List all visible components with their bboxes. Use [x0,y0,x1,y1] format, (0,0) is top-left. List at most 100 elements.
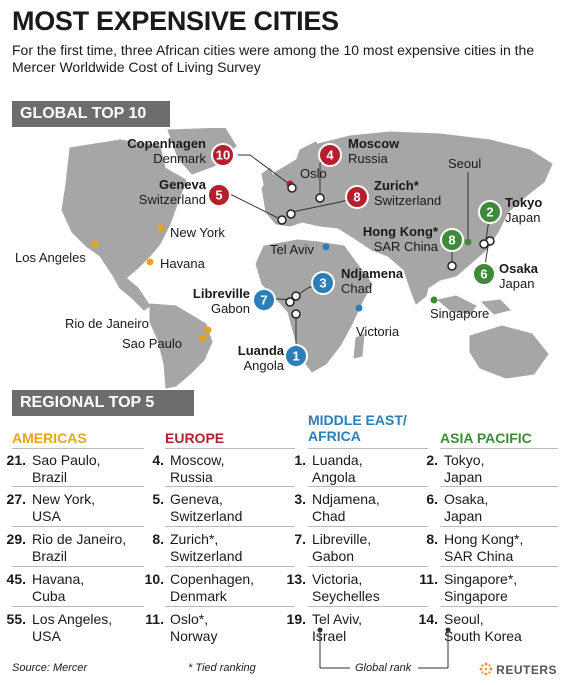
label-seoul: Seoul [448,156,482,171]
divider [308,526,428,527]
ranked-city-markers [277,183,495,319]
reuters-logo: REUTERS [479,662,557,677]
badge-copenhagen: 10 [211,143,235,167]
singapore-dot [430,296,438,304]
column-title: AMERICAS [12,430,87,446]
label-geneva: Geneva Switzerland [138,177,206,207]
svg-text:8: 8 [448,233,455,248]
divider [308,448,428,449]
badge-libreville: 7 [252,288,276,312]
sao-paulo-dot [199,334,207,342]
luanda-marker [291,309,301,319]
new-york-dot [157,224,165,232]
list-item: 13. Victoria, Seychelles [286,571,380,604]
global-rank-label: Global rank [355,662,412,674]
label-sao-paulo: Sao Paulo [122,336,182,351]
list-item: 45. Havana, Cuba [6,571,85,604]
column-title: MIDDLE EAST/AFRICA [308,412,407,444]
list-item: 3. Ndjamena, Chad [294,491,380,524]
label-tokyo: Tokyo Japan [505,195,543,225]
svg-text:2: 2 [486,205,493,220]
list-item: 11. Singapore*, Singapore [419,571,518,604]
list-item: 19. Tel Aviv, Israel [286,611,363,644]
zurich-marker [286,209,296,219]
rank-badges: 10 5 4 8 2 8 6 3 7 1 [207,143,502,368]
divider [165,606,295,607]
svg-text:5: 5 [215,188,222,203]
divider [12,448,144,449]
svg-text:4: 4 [326,148,334,163]
svg-text:7: 7 [260,293,267,308]
moscow-marker [315,193,325,203]
label-libreville: Libreville Gabon [192,286,250,316]
list-item: 7. Libreville, Gabon [294,531,372,564]
list-item: 55. Los Angeles, USA [6,611,113,644]
list-item: 21. Sao Paulo, Brazil [6,452,101,485]
divider [440,606,558,607]
svg-text:6: 6 [480,267,487,282]
ndjamena-marker [291,291,301,301]
divider [440,486,558,487]
label-new-york: New York [170,225,225,240]
divider [440,526,558,527]
osaka-marker [479,239,489,249]
divider [440,448,558,449]
badge-zurich: 8 [345,185,369,209]
label-copenhagen: Copenhagen Denmark [127,136,206,166]
divider [12,486,144,487]
divider [308,606,428,607]
list-item: 29. Rio de Janeiro, Brazil [6,531,127,564]
los-angeles-dot [91,240,99,248]
world-map: 10 5 4 8 2 8 6 3 7 1 [61,128,553,389]
badge-luanda: 1 [284,344,308,368]
label-osaka: Osaka Japan [499,261,539,291]
badge-geneva: 5 [207,183,231,207]
label-hong-kong: Hong Kong* SAR China [362,224,438,254]
label-zurich: Zurich* Switzerland [374,178,442,208]
badge-tokyo: 2 [478,200,502,224]
map-land [61,128,553,389]
list-item: 2. Tokyo, Japan [426,452,485,485]
list-item: 10. Copenhagen, Denmark [144,571,255,604]
subtitle: For the first time, three African cities… [12,42,535,75]
divider [440,566,558,567]
tied-ranking-note: * Tied ranking [188,662,256,674]
source-note: Source: Mercer [12,662,88,674]
seoul-dot [464,238,472,246]
column-title: ASIA PACIFIC [440,430,532,446]
svg-text:8: 8 [353,190,360,205]
victoria-dot [355,304,363,312]
badge-ndjamena: 3 [311,271,335,295]
divider [12,566,144,567]
label-havana: Havana [160,256,205,271]
badge-osaka: 6 [472,262,496,286]
column-title: EUROPE [165,430,225,446]
rio-dot [204,326,212,334]
label-oslo: Oslo [300,166,327,181]
list-item: 6. Osaka, Japan [426,491,489,524]
badge-moscow: 4 [318,143,342,167]
divider [165,486,295,487]
havana-dot [146,258,154,266]
list-item: 4. Moscow, Russia [152,452,225,485]
label-singapore: Singapore [430,306,490,321]
other-city-dots [91,180,472,342]
label-moscow: Moscow Russia [348,136,400,166]
label-ndjamena: Ndjamena Chad [341,266,404,296]
tel-aviv-dot [322,243,330,251]
list-item: 14. Seoul, South Korea [418,611,522,644]
list-item: 5. Geneva, Switzerland [152,491,243,524]
regional-top5-banner: REGIONAL TOP 5 [12,390,194,416]
svg-text:3: 3 [319,276,326,291]
label-victoria: Victoria [356,324,400,339]
divider [165,448,295,449]
list-item: 8. Zurich*, Switzerland [152,531,243,564]
global-top10-banner: GLOBAL TOP 10 [12,101,170,127]
divider [308,486,428,487]
divider [12,606,144,607]
label-luanda: Luanda Angola [237,343,284,373]
list-item: 1. Luanda, Angola [294,452,363,485]
reuters-dots-icon [479,662,493,676]
svg-text:10: 10 [216,148,230,163]
